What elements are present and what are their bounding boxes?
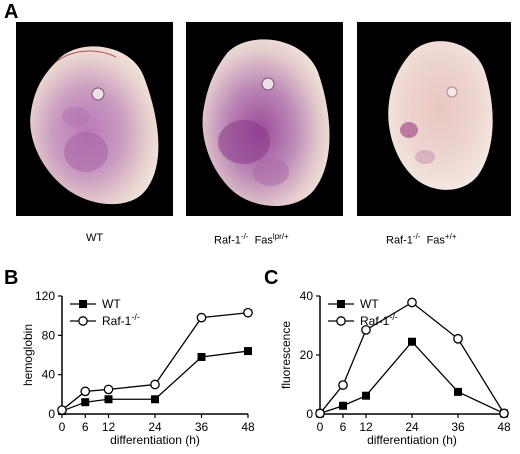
data-point-raf [150, 379, 160, 390]
y-tick-label: 120 [35, 289, 55, 303]
embryo-photo-wt [16, 22, 173, 216]
x-tick-label: 6 [340, 420, 347, 434]
data-point-wt [362, 391, 370, 400]
caption-raf-fas-fas-sup: +/+ [444, 232, 457, 241]
data-point-raf [80, 386, 91, 397]
data-point-raf [407, 297, 417, 308]
caption-raf-faslpr-fas: Fas [248, 234, 273, 247]
caption-wt: WT [86, 232, 103, 244]
x-tick-label: 12 [102, 420, 116, 434]
x-tick-label: 48 [241, 420, 255, 434]
data-point-wt [197, 352, 206, 361]
x-tick-label: 36 [195, 420, 209, 434]
panel-b-letter: B [4, 267, 19, 289]
data-point-raf [196, 312, 207, 323]
caption-raf-faslpr: Raf-1-/- Faslpr/+ [214, 232, 289, 247]
data-point-wt [454, 387, 462, 396]
data-point-wt [408, 337, 416, 346]
x-axis-label: differentiation (h) [110, 433, 200, 447]
caption-raf-faslpr-gene: Raf-1 [214, 234, 241, 247]
y-tick-label: 0 [48, 407, 55, 421]
data-point-raf [103, 384, 114, 395]
caption-raf-fas-fas: Fas [420, 234, 445, 247]
data-point-raf [243, 307, 253, 318]
y-tick-label: 20 [300, 348, 314, 362]
caption-raf-faslpr-sup: -/- [240, 232, 249, 241]
x-tick-label: 0 [317, 420, 324, 434]
x-tick-label: 0 [59, 420, 66, 434]
legend-marker-raf [78, 316, 88, 326]
y-axis-label: fluorescence [279, 321, 293, 389]
y-tick-label: 40 [300, 289, 314, 303]
chart-hemoglobin: 0 40 80 120 0 6 12 24 36 48 differentiation (h) hem… [0, 264, 260, 454]
legend-label-1: Raf-1-/- [102, 312, 140, 328]
x-tick-label: 36 [451, 420, 465, 434]
series-line-1 [61, 312, 249, 411]
data-point-wt [339, 401, 347, 410]
data-point-raf [338, 380, 348, 390]
panel-a-letter: A [4, 1, 19, 23]
y-tick-label: 40 [42, 368, 56, 382]
y-tick-label: 80 [42, 328, 56, 342]
panel-c-letter: C [264, 267, 279, 289]
legend-label-0: WT [102, 297, 121, 311]
series-line-1 [319, 301, 505, 414]
embryo-photo-raf-fas [357, 22, 511, 216]
data-point-wt [104, 395, 113, 404]
x-tick-label: 12 [359, 420, 373, 434]
caption-raf-fas-sup: -/- [412, 232, 421, 241]
x-tick-label: 24 [405, 420, 419, 434]
chart-fluorescence: 0 20 40 0 6 12 24 36 48 differentiation (h) fluore… [260, 264, 520, 454]
caption-raf-faslpr-fas-sup: lpr/+ [272, 232, 289, 241]
y-tick-label: 0 [306, 407, 313, 421]
series-line-0 [319, 340, 505, 415]
x-tick-label: 48 [497, 420, 511, 434]
caption-wt-text: WT [86, 232, 104, 244]
chart-fluorescence-svg: 0 20 40 0 6 12 24 36 48 differentiation (h) fluore… [279, 289, 511, 447]
caption-raf-fas-gene: Raf-1 [386, 234, 413, 247]
x-axis-label: differentiation (h) [367, 433, 457, 447]
data-point-wt [81, 398, 90, 407]
x-tick-label: 24 [148, 420, 162, 434]
y-axis-label: hemoglobin [21, 324, 35, 386]
legend-marker-wt [79, 300, 87, 308]
data-point-raf [453, 333, 463, 344]
legend-label-0: WT [360, 297, 379, 311]
data-point-raf [57, 405, 67, 415]
data-point-raf [499, 408, 509, 419]
legend-label-sup: -/- [389, 312, 398, 322]
x-tick-label: 6 [82, 420, 89, 434]
chart-hemoglobin-svg: 0 40 80 120 0 6 12 24 36 48 differentiation (h) hem… [21, 289, 255, 447]
legend-marker-wt [337, 300, 345, 308]
legend-marker-raf [336, 316, 346, 326]
caption-raf-fas: Raf-1-/- Fas+/+ [386, 232, 457, 247]
data-point-wt [151, 395, 159, 404]
embryo-photo-raf-faslpr [186, 22, 343, 216]
data-point-wt [244, 347, 252, 356]
legend-label-1: Raf-1-/- [360, 312, 398, 328]
data-point-raf [315, 408, 325, 419]
data-point-raf [361, 325, 371, 335]
legend-label-sup: -/- [131, 312, 140, 322]
